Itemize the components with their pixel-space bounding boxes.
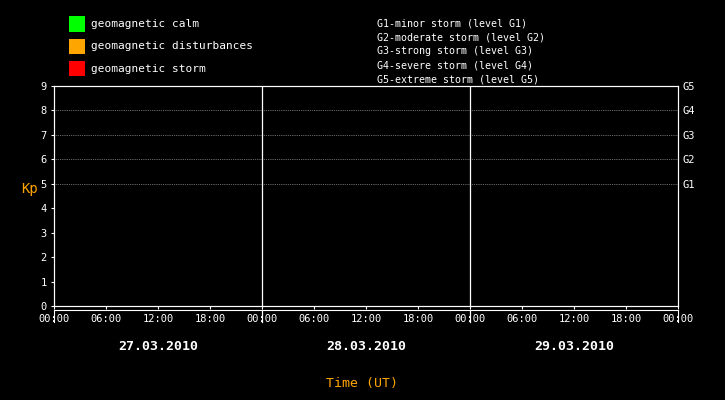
Text: geomagnetic calm: geomagnetic calm: [91, 19, 199, 29]
Text: G1-minor storm (level G1): G1-minor storm (level G1): [377, 18, 527, 28]
Text: geomagnetic disturbances: geomagnetic disturbances: [91, 41, 252, 51]
Text: 28.03.2010: 28.03.2010: [326, 340, 406, 353]
Text: geomagnetic storm: geomagnetic storm: [91, 64, 205, 74]
Y-axis label: Kp: Kp: [21, 182, 38, 196]
Text: 27.03.2010: 27.03.2010: [118, 340, 199, 353]
Text: Time (UT): Time (UT): [326, 377, 399, 390]
Text: G4-severe storm (level G4): G4-severe storm (level G4): [377, 60, 533, 70]
Text: 29.03.2010: 29.03.2010: [534, 340, 614, 353]
Text: G3-strong storm (level G3): G3-strong storm (level G3): [377, 46, 533, 56]
Text: G5-extreme storm (level G5): G5-extreme storm (level G5): [377, 75, 539, 85]
Text: G2-moderate storm (level G2): G2-moderate storm (level G2): [377, 32, 545, 42]
